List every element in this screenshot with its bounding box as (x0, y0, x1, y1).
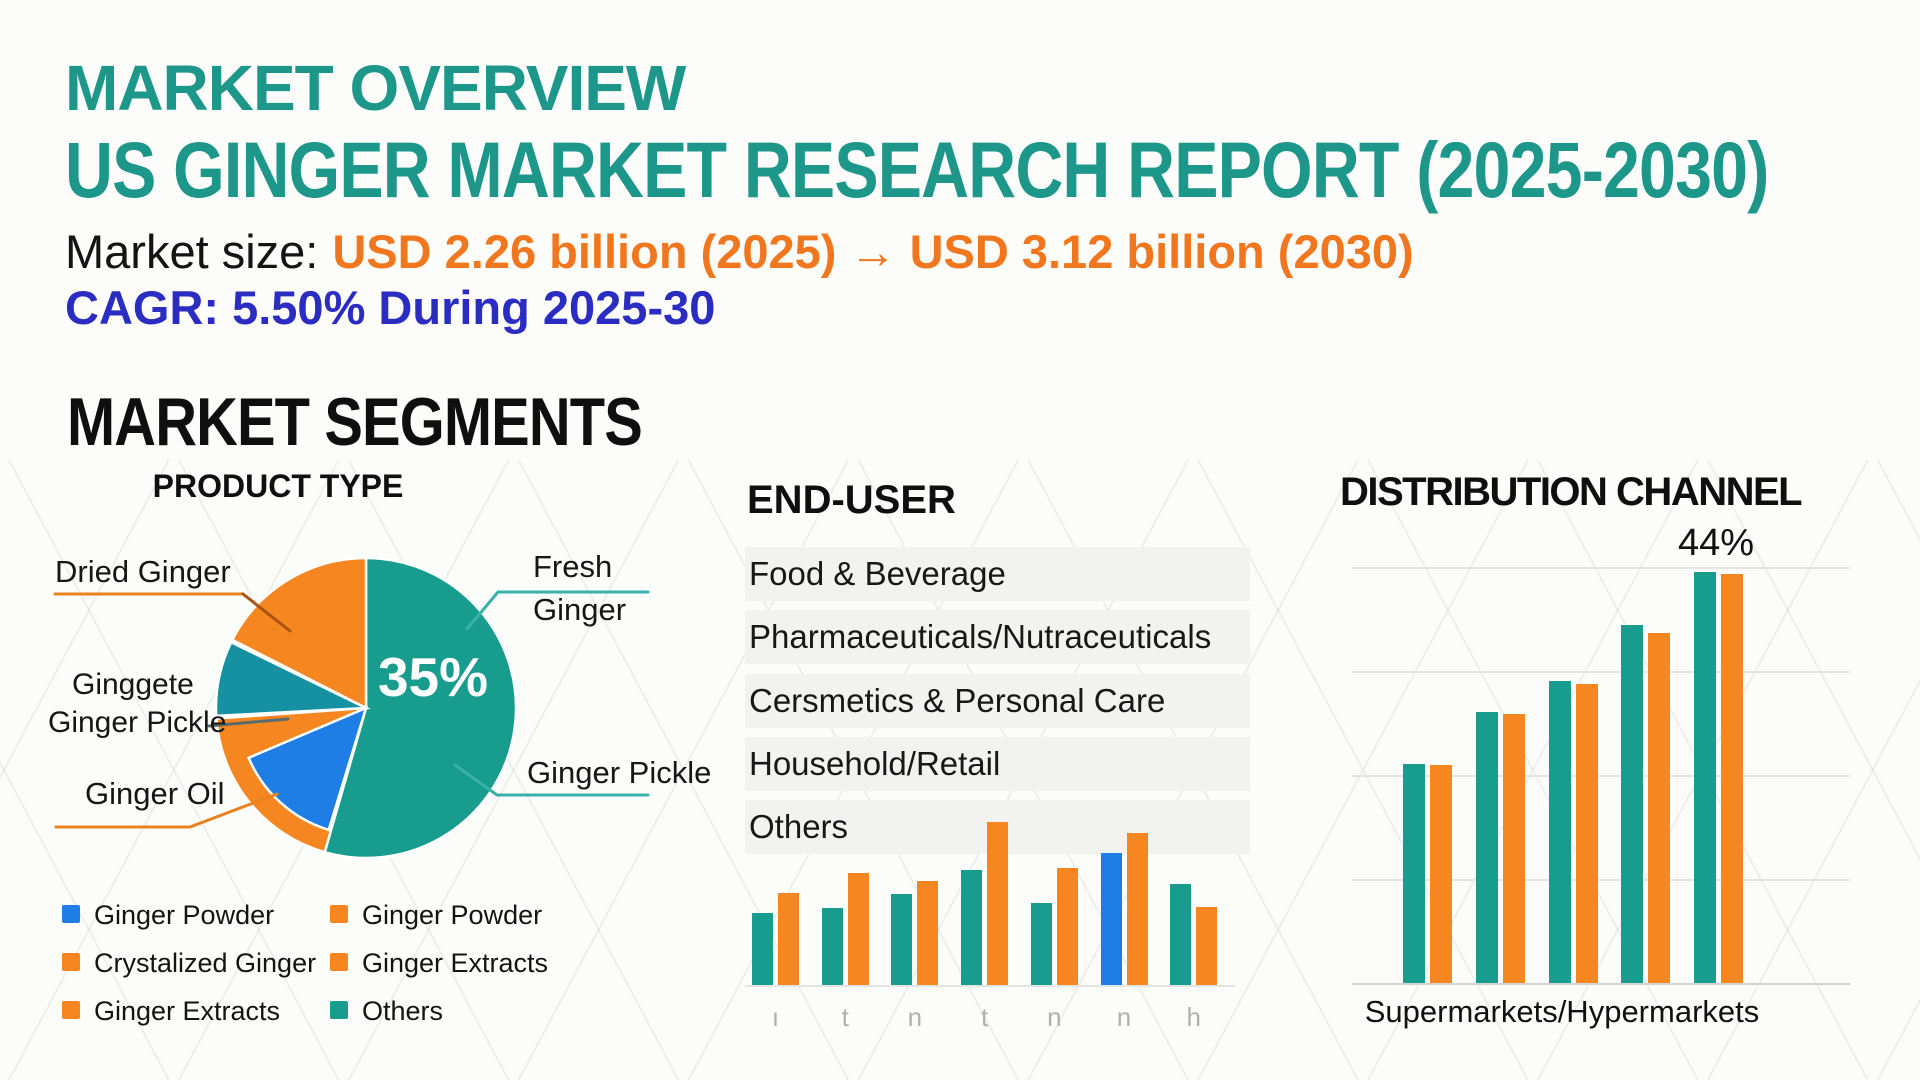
legend-swatch-icon (62, 1001, 80, 1019)
bar (1475, 712, 1498, 983)
legend-swatch-icon (330, 1001, 348, 1019)
legend-label: Ginger Extracts (362, 948, 549, 978)
gridline (1352, 567, 1850, 569)
bar (961, 870, 983, 985)
pie-slices (214, 556, 518, 860)
end-user-list-item-label: Cersmetics & Personal Care (749, 681, 1166, 719)
legend-swatch-icon (330, 953, 348, 971)
legend-label: Others (362, 996, 444, 1026)
pie-label-fresh-ginger-line2: Ginger (533, 592, 627, 627)
distribution-x-axis-label: Supermarkets/Hypermarkets (1364, 994, 1760, 1029)
bar (891, 894, 913, 985)
market-size-value: USD 2.26 billion (2025) → USD 3.12 billi… (332, 225, 1414, 278)
end-user-list-item-label: Food & Beverage (749, 555, 1006, 592)
end-user-list-item: Food & Beverage (745, 547, 1250, 601)
pie-label-dried-ginger: Dried Ginger (55, 554, 231, 589)
axis-tick-label: n (1116, 1002, 1132, 1032)
pie-center-value: 35% (377, 646, 489, 708)
end-user-list-item-label: Others (749, 808, 849, 846)
axis-tick-label: h (1186, 1002, 1201, 1032)
bar (987, 822, 1009, 985)
pie-slice (214, 640, 371, 718)
ginger-pickle-right-callout-line (453, 763, 650, 797)
pie-label-ginger-pickle-left: Ginger Pickle (48, 706, 227, 739)
pie-label-fresh-ginger-line1: Fresh (533, 549, 613, 584)
pie-slice (323, 556, 518, 860)
bar (1621, 625, 1644, 983)
end-user-baseline (745, 985, 1235, 987)
gridline (1352, 775, 1850, 777)
legend-swatch-icon (62, 953, 80, 971)
distribution-channel-heading: DISTRIBUTION CHANNEL (1340, 470, 1803, 514)
end-user-list-item: Pharmaceuticals/Nutraceuticals (745, 610, 1250, 665)
bar (752, 913, 773, 985)
bar (1056, 868, 1078, 985)
ginger-oil-callout-line (54, 792, 279, 829)
legend-label: Ginger Powder (362, 900, 543, 930)
axis-tick-label: n (907, 1002, 923, 1032)
bar (821, 908, 843, 985)
market-segments-heading: MARKET SEGMENTS (67, 384, 643, 460)
pie-callout-lines (53, 590, 650, 829)
cagr-line: CAGR: 5.50% During 2025-30 (65, 281, 716, 334)
bar (1100, 853, 1122, 985)
product-type-heading: PRODUCT TYPE (152, 468, 404, 504)
axis-tick-label: t (980, 1002, 989, 1032)
bar (1694, 572, 1717, 983)
ginger-pickle-left-callout-line (207, 717, 290, 728)
gridline (1352, 671, 1850, 673)
market-size-label: Market size: (65, 225, 319, 278)
legend-swatch-icon (62, 905, 80, 923)
legend-label: Ginger Powder (94, 900, 275, 930)
bar (917, 881, 939, 985)
bar (1196, 907, 1218, 985)
end-user-heading: END-USER (747, 478, 956, 522)
report-title: US GINGER MARKET RESEARCH REPORT (2025-2… (65, 125, 1769, 214)
bar (1575, 684, 1598, 983)
bar (847, 873, 869, 985)
legend-swatch-icon (330, 905, 348, 923)
bar (778, 893, 799, 985)
bar (1403, 763, 1425, 983)
market-size-line: Market size: USD 2.26 billion (2025) → US… (65, 228, 1414, 275)
axis-tick-label: ı (771, 1002, 780, 1032)
pie-slice (230, 556, 368, 711)
page-title: MARKET OVERVIEW (65, 52, 686, 124)
pie-label-ginggete: Ginggete (72, 668, 194, 701)
pie-slice (246, 705, 368, 832)
bar (1548, 681, 1571, 983)
fresh-ginger-callout-line (465, 590, 650, 631)
top-bar-value-label: 44% (1677, 522, 1755, 564)
pie-label-ginger-oil: Ginger Oil (85, 776, 225, 811)
bar (1430, 765, 1452, 983)
bar (1721, 573, 1744, 983)
bar (1030, 903, 1052, 985)
end-user-list-item-label: Pharmaceuticals/Nutraceuticals (749, 618, 1212, 656)
end-user-list-item: Household/Retail (745, 736, 1250, 791)
legend-label: Ginger Extracts (94, 996, 281, 1026)
bar (1170, 884, 1192, 985)
pie-label-ginger-pickle-right: Ginger Pickle (527, 755, 712, 790)
bar (1648, 632, 1671, 983)
distribution-baseline (1352, 983, 1850, 985)
end-user-list-item: Cersmetics & Personal Care (745, 673, 1250, 728)
dried-ginger-callout-line (241, 592, 292, 633)
gridline (1352, 879, 1850, 881)
axis-tick-label: n (1047, 1002, 1062, 1032)
end-user-list-item-label: Household/Retail (749, 744, 1001, 782)
bar (1502, 714, 1525, 983)
axis-tick-label: t (841, 1002, 849, 1032)
bar (1126, 833, 1148, 985)
legend-label: Crystalized Ginger (94, 948, 317, 978)
